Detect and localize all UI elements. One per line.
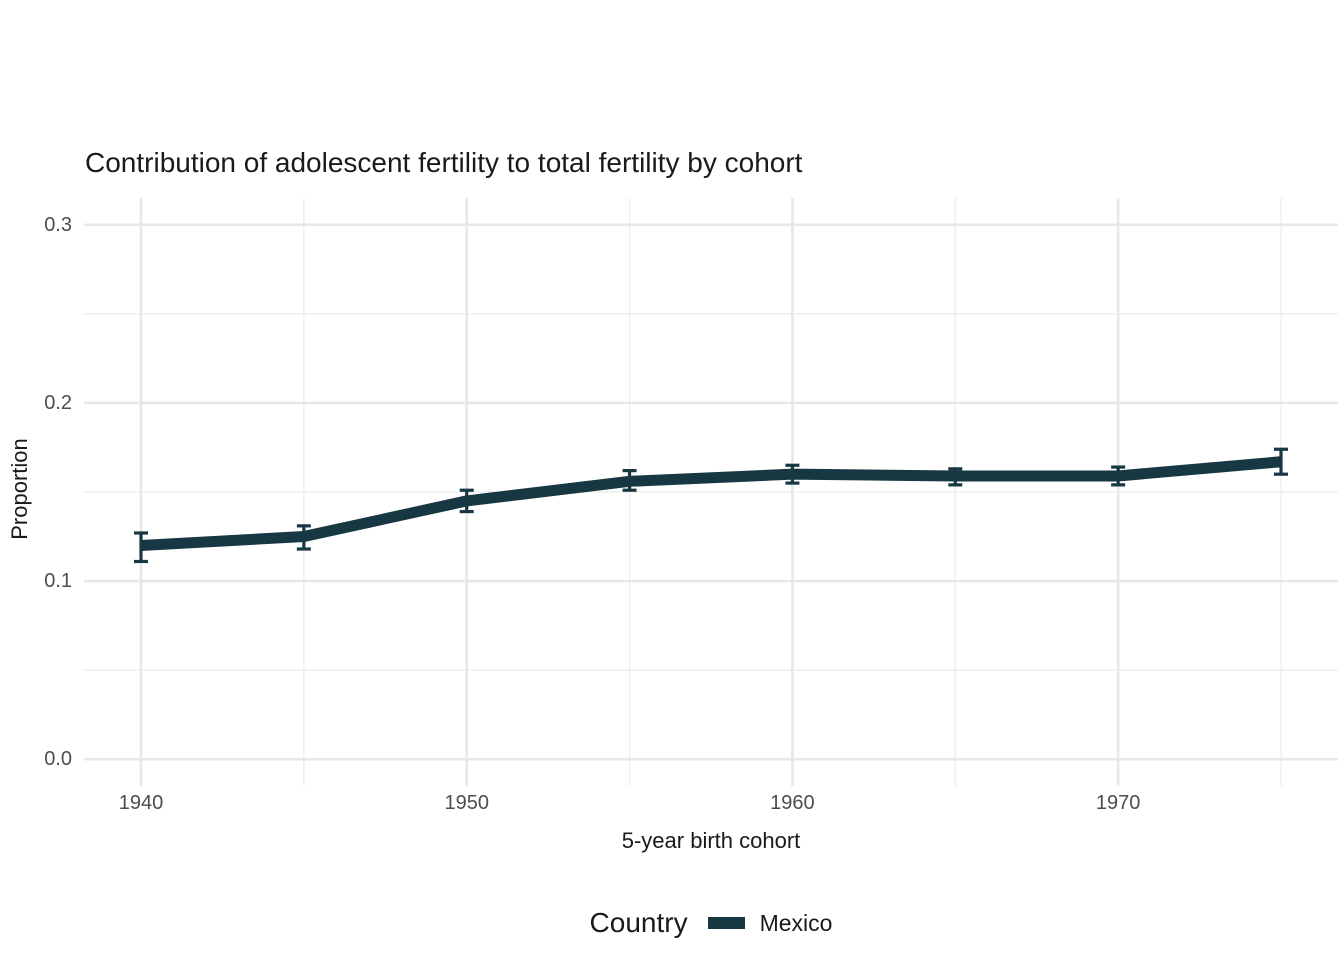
y-tick-label: 0.3 — [44, 213, 72, 236]
y-axis-title: Proportion — [7, 438, 32, 540]
y-tick-label: 0.2 — [44, 391, 72, 414]
plot-panel — [84, 198, 1338, 786]
plot-area-svg — [84, 198, 1338, 786]
legend-key-line-swatch — [707, 917, 745, 929]
x-tick-label: 1940 — [118, 792, 164, 814]
legend-title: Country — [589, 907, 688, 938]
y-tick-label: 0.1 — [44, 570, 72, 593]
x-axis-title: 5-year birth cohort — [621, 828, 801, 853]
legend: Country Mexico — [84, 903, 1338, 943]
y-tick-label: 0.0 — [44, 748, 72, 771]
series-line-mexico — [140, 456, 1282, 551]
x-tick-label: 1960 — [770, 792, 815, 814]
x-tick-label: 1970 — [1095, 792, 1141, 814]
chart-title: Contribution of adolescent fertility to … — [85, 147, 803, 178]
legend-entry-label: Mexico — [759, 909, 833, 936]
x-tick-label: 1950 — [444, 792, 489, 814]
